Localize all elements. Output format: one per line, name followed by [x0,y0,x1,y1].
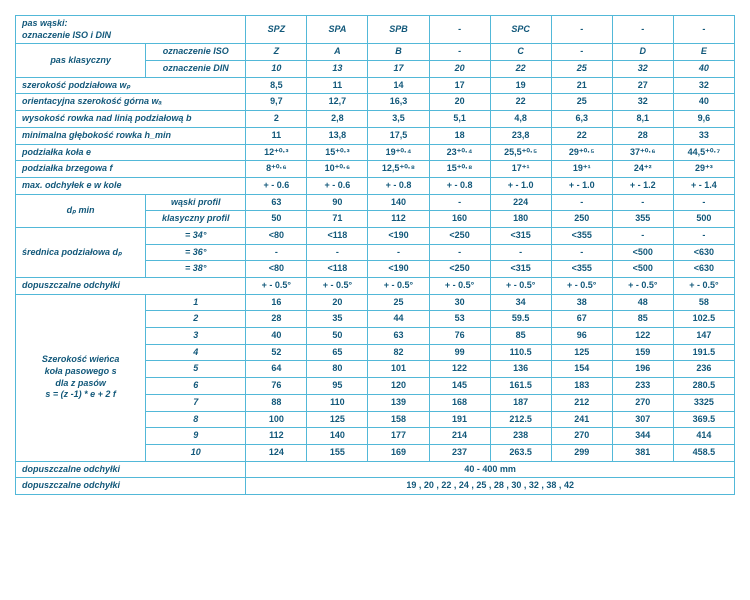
row-wp: szerokość podziałowa wₚ [16,77,246,94]
col-header-7: - [673,16,734,44]
col-header-6: - [612,16,673,44]
col-header-4: SPC [490,16,551,44]
row-dpmin-label: dₚ min [16,194,146,227]
row-max-e: max. odchyłek e w kole [16,177,246,194]
row-e: podziałka koła e [16,144,246,161]
col-header-2: SPB [368,16,429,44]
row-classic-label: pas klasyczny [16,44,146,77]
col-header-1: SPA [307,16,368,44]
row-wa: orientacyjna szerokość górna wₐ [16,94,246,111]
sub-iso-label: oznaczenie ISO [146,44,246,61]
row-tol-list-value: 19 , 20 , 22 , 24 , 25 , 28 , 30 , 32 , … [246,478,735,495]
row-tol-angle: dopuszczalne odchyłki [16,278,246,295]
row-tol-range-value: 40 - 400 mm [246,461,735,478]
sub-narrow-profile: wąski profil [146,194,246,211]
row-b: wysokość rowka nad linią podziałową b [16,111,246,128]
belt-profile-table: pas wąski:oznaczenie ISO i DINSPZSPASPB-… [15,15,735,495]
row-dp-label: średnica podziałowa dₚ [16,227,146,277]
row-tol-range-label: dopuszczalne odchyłki [16,461,246,478]
sub-classic-profile: klasyczny profil [146,211,246,228]
col-header-5: - [551,16,612,44]
sub-din-label: oznaczenie DIN [146,61,246,78]
row-tol-list-label: dopuszczalne odchyłki [16,478,246,495]
col-header-0: SPZ [246,16,307,44]
row-hmin: minimalna głębokość rowka h_min [16,127,246,144]
row-f: podziałka brzegowa f [16,161,246,178]
row-iso-din-label: pas wąski:oznaczenie ISO i DIN [16,16,246,44]
row-rim-width-label: Szerokość wieńcakoła pasowego sdla z pas… [16,294,146,461]
col-header-3: - [429,16,490,44]
